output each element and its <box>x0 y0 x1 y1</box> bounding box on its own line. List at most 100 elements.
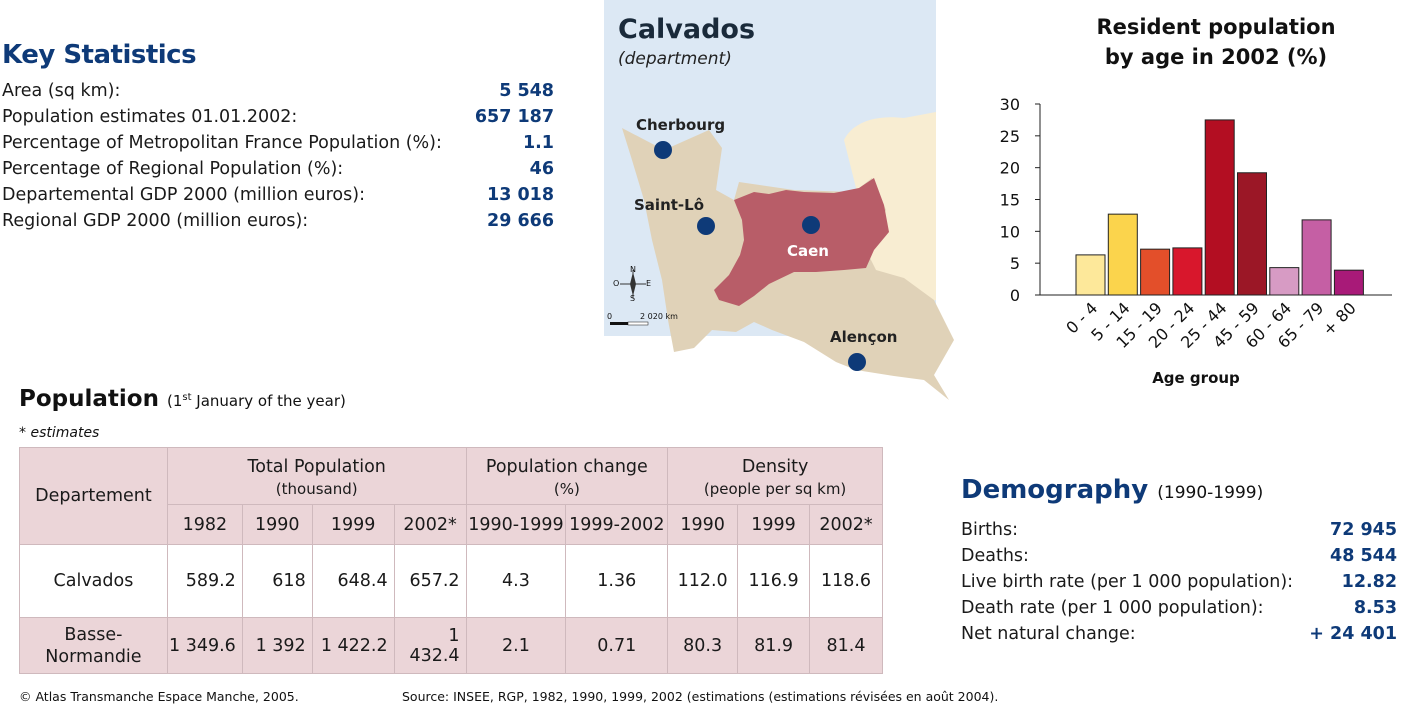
city-label-saint-lo: Saint-Lô <box>634 196 705 214</box>
stat-label: Area (sq km): <box>2 81 121 101</box>
year-header: 1990 <box>241 504 313 545</box>
key-statistics-panel: Key Statistics Area (sq km): 5 548 Popula… <box>2 40 562 234</box>
scale-bar-segment <box>627 321 649 326</box>
table-row: Basse- Normandie 1 349.6 1 392 1 422.2 1 … <box>19 617 883 674</box>
city-label-alencon: Alençon <box>830 328 898 346</box>
stat-label: Percentage of Metropolitan France Popula… <box>2 133 442 153</box>
bar <box>1301 219 1332 296</box>
demography-row: Live birth rate (per 1 000 population): 1… <box>961 569 1397 595</box>
table-cell: 2.1 <box>465 617 567 674</box>
demography-label: Death rate (per 1 000 population): <box>961 598 1264 618</box>
compass-north-label: N <box>630 265 636 274</box>
scale-bar <box>610 322 628 325</box>
map-subtitle: (department) <box>618 49 732 69</box>
compass-east-label: E <box>646 279 652 288</box>
demography-value: 72 945 <box>1330 520 1397 540</box>
year-header: 2002* <box>809 504 883 545</box>
demography-value: 48 544 <box>1330 546 1397 566</box>
stat-row: Percentage of Regional Population (%): 46 <box>2 156 562 182</box>
bar <box>1075 254 1106 296</box>
group-header-population-change: Population change (%) <box>465 447 669 505</box>
stat-row: Regional GDP 2000 (million euros): 29 666 <box>2 208 562 234</box>
demography-title: Demography <box>961 475 1149 505</box>
stat-row: Area (sq km): 5 548 <box>2 78 562 104</box>
stat-value: 1.1 <box>522 133 554 153</box>
table-cell: 589.2 <box>166 544 243 618</box>
stat-label: Population estimates 01.01.2002: <box>2 107 298 127</box>
demography-label: Net natural change: <box>961 624 1136 644</box>
bar <box>1140 248 1171 296</box>
compass-west-label: O <box>613 279 620 288</box>
departement-header: Departement <box>19 447 168 545</box>
group-header-density: Density (people per sq km) <box>667 447 883 505</box>
y-tick-label: 20 <box>1000 159 1020 178</box>
compass-south-label: S <box>630 294 636 303</box>
y-tick-label: 30 <box>1000 95 1020 114</box>
table-cell: 1 349.6 <box>166 617 243 674</box>
demography-value: 12.82 <box>1341 572 1397 592</box>
stat-value: 13 018 <box>487 185 554 205</box>
bar <box>1107 213 1138 296</box>
scale-zero-label: 0 <box>607 312 613 321</box>
year-header: 1999 <box>737 504 811 545</box>
row-name: Basse- Normandie <box>19 617 168 674</box>
demography-row: Births: 72 945 <box>961 517 1397 543</box>
year-header: 1999-2002 <box>565 504 669 545</box>
stat-label: Departemental GDP 2000 (million euros): <box>2 185 365 205</box>
demography-label: Births: <box>961 520 1019 540</box>
cherbourg-marker <box>654 141 672 159</box>
table-cell: 648.4 <box>311 544 395 618</box>
demography-row: Deaths: 48 544 <box>961 543 1397 569</box>
bar <box>1333 269 1364 296</box>
department-map: Calvados (department) Cherbourg Saint-Lô… <box>604 0 954 405</box>
y-tick-label: 5 <box>1010 254 1020 273</box>
alencon-marker <box>848 353 866 371</box>
stat-row: Percentage of Metropolitan France Popula… <box>2 130 562 156</box>
year-header: 1999 <box>311 504 395 545</box>
chart-title-line1: Resident population <box>1096 15 1336 39</box>
row-name: Calvados <box>19 544 168 618</box>
calvados-area <box>714 178 889 306</box>
stat-value: 46 <box>529 159 554 179</box>
table-cell: 80.3 <box>667 617 739 674</box>
stat-label: Percentage of Regional Population (%): <box>2 159 344 179</box>
table-row: Calvados 589.2 618 648.4 657.2 4.3 1.36 … <box>19 544 883 618</box>
table-cell: 657.2 <box>393 544 467 618</box>
age-distribution-chart: Resident population by age in 2002 (%) 0… <box>990 6 1400 396</box>
bar <box>1172 247 1203 296</box>
group-header-total-population: Total Population (thousand) <box>166 447 467 505</box>
city-label-cherbourg: Cherbourg <box>636 116 726 134</box>
population-title: Population <box>19 386 159 412</box>
bar <box>1204 119 1235 296</box>
y-tick-label: 10 <box>1000 222 1020 241</box>
y-tick-label: 15 <box>1000 191 1020 210</box>
demography-note: (1990-1999) <box>1157 483 1264 503</box>
x-tick-label: + 80 <box>1319 298 1360 339</box>
saint-lo-marker <box>697 217 715 235</box>
table-cell: 81.9 <box>737 617 811 674</box>
table-cell: 118.6 <box>809 544 883 618</box>
city-label-caen: Caen <box>787 242 829 260</box>
table-cell: 4.3 <box>465 544 567 618</box>
table-cell: 1 422.2 <box>311 617 395 674</box>
table-cell: 116.9 <box>737 544 811 618</box>
table-cell: 618 <box>241 544 313 618</box>
year-header: 1990-1999 <box>465 504 567 545</box>
table-cell: 1 432.4 <box>393 617 467 674</box>
table-cell: 1 392 <box>241 617 313 674</box>
population-note: (1st January of the year) <box>166 392 346 410</box>
bar <box>1237 172 1267 296</box>
map-canvas <box>604 0 954 400</box>
year-header: 1990 <box>667 504 739 545</box>
stat-label: Regional GDP 2000 (million euros): <box>2 211 309 231</box>
stat-value: 657 187 <box>474 107 554 127</box>
demography-value: 8.53 <box>1353 598 1397 618</box>
chart-title-line2: by age in 2002 (%) <box>1104 45 1328 69</box>
year-header: 1982 <box>166 504 243 545</box>
key-statistics-title: Key Statistics <box>2 40 197 70</box>
stat-value: 5 548 <box>499 81 554 101</box>
stat-value: 29 666 <box>487 211 554 231</box>
caen-marker <box>802 216 820 234</box>
stat-row: Population estimates 01.01.2002: 657 187 <box>2 104 562 130</box>
